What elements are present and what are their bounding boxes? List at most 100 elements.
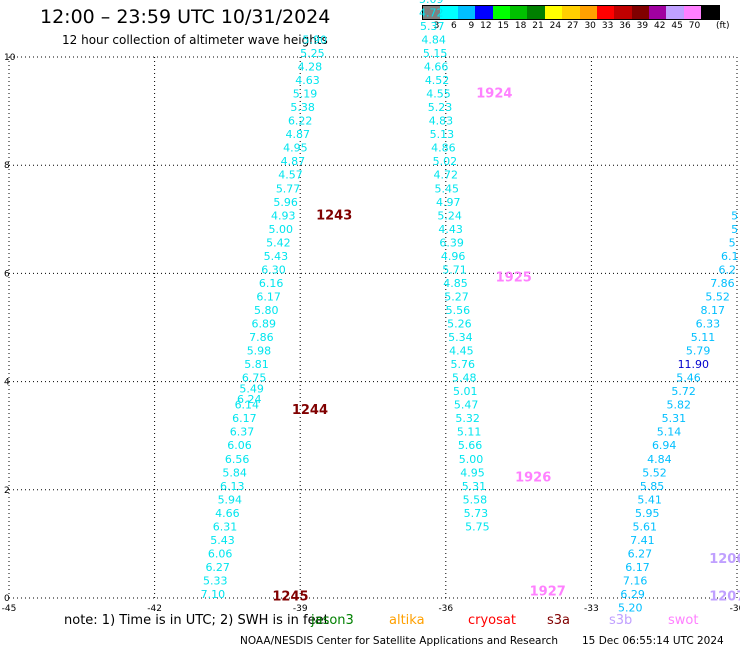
wave-height-value: 5.09 — [419, 0, 444, 6]
wave-height-value: 6.29 — [620, 588, 645, 601]
wave-height-value: 5.27 — [444, 290, 469, 303]
wave-height-value: 5.14 — [657, 426, 682, 439]
wave-height-value: 6.17 — [256, 290, 281, 303]
satellite-label-jason3: jason3 — [311, 613, 354, 628]
wave-height-value: 7.86 — [249, 331, 274, 344]
wave-height-value: 5.56 — [446, 304, 471, 317]
wave-height-value: 4.66 — [424, 61, 449, 74]
legend-swatch — [423, 6, 441, 19]
pass-time-label: 1926 — [515, 471, 551, 486]
legend-swatch — [596, 6, 615, 19]
wave-height-value: 5.75 — [465, 520, 490, 533]
wave-height-value: 5.45 — [435, 182, 460, 195]
wave-height-value: 5.38 — [290, 101, 315, 114]
legend-label: 27 — [567, 21, 579, 31]
wave-height-value: 4.28 — [298, 61, 323, 74]
satellite-label-swot: swot — [668, 613, 699, 628]
color-legend-bar — [422, 5, 720, 20]
pass-time-label: 1924 — [476, 87, 512, 102]
satellite-label-altika: altika — [389, 613, 425, 628]
wave-height-value: 5.43 — [264, 250, 289, 263]
timestamp: 15 Dec 06:55:14 UTC 2024 — [582, 635, 724, 647]
pass-time-label: 1245 — [272, 590, 308, 605]
wave-height-value: 5.52 — [705, 290, 730, 303]
pass-time-label: 1243 — [316, 208, 352, 223]
wave-height-value: 5.24 — [437, 209, 462, 222]
x-tick-label: -45 — [2, 604, 17, 614]
satellite-label-cryosat: cryosat — [468, 613, 516, 628]
wave-height-value: 4.93 — [271, 209, 296, 222]
wave-height-value: 6.1 — [721, 250, 739, 263]
wave-height-value: 5.46 — [676, 372, 701, 385]
wave-height-value: 7.16 — [623, 574, 648, 587]
wave-height-value: 5.34 — [448, 331, 473, 344]
footer-note: note: 1) Time is in UTC; 2) SWH is in fe… — [64, 613, 329, 628]
wave-height-value: 4.52 — [425, 74, 450, 87]
legend-label: 70 — [688, 21, 701, 31]
wave-height-value: 6.16 — [259, 277, 284, 290]
legend-label: 45 — [671, 21, 683, 31]
wave-height-value: 6.30 — [261, 263, 286, 276]
legend-swatch — [475, 6, 493, 19]
wave-height-value: 5.37 — [420, 20, 445, 33]
legend-label: 33 — [601, 21, 614, 31]
wave-height-value: 6.33 — [696, 318, 721, 331]
wave-height-value: 5.20 — [618, 602, 643, 615]
wave-height-value: 5.11 — [691, 331, 716, 344]
wave-height-value: 6.75 — [242, 372, 267, 385]
wave-height-value: 6.56 — [225, 453, 250, 466]
legend-swatch — [562, 6, 580, 19]
wave-height-value: 6.27 — [205, 561, 230, 574]
wave-height-value: 5.61 — [633, 520, 658, 533]
wave-height-value: 7.86 — [710, 277, 735, 290]
x-tick-label: -33 — [584, 604, 599, 614]
pass-time-label: 1244 — [292, 403, 328, 418]
wave-height-value: 5.94 — [218, 493, 243, 506]
wave-height-value: 5.58 — [463, 493, 488, 506]
wave-height-value: 4.55 — [426, 88, 451, 101]
legend-label: 12 — [480, 21, 492, 31]
wave-height-value: 5.23 — [428, 101, 453, 114]
wave-height-value: 5.32 — [455, 412, 480, 425]
wave-height-value: 4.96 — [441, 250, 466, 263]
wave-height-value: 4.95 — [460, 466, 485, 479]
wave-height-value: 5.15 — [423, 47, 448, 60]
wave-height-value: 5.85 — [640, 480, 665, 493]
legend-swatch — [544, 6, 563, 19]
wave-height-value: 5.49 — [239, 382, 264, 395]
x-tick-label: -36 — [438, 604, 453, 614]
legend-label: 18 — [514, 21, 527, 31]
legend-swatch — [666, 6, 684, 19]
chart-title: 12:00 – 23:59 UTC 10/31/2024 — [40, 6, 331, 28]
wave-height-value: 5.13 — [430, 128, 455, 141]
wave-height-value: 5 — [731, 223, 738, 236]
wave-height-value: 5.90 — [303, 33, 328, 46]
y-tick-label: 10 — [4, 53, 16, 63]
wave-height-value: 5.52 — [642, 466, 667, 479]
wave-height-value: 5.00 — [459, 453, 484, 466]
wave-height-value: 5.26 — [447, 318, 472, 331]
wave-height-value: 6.06 — [208, 547, 233, 560]
wave-height-value: 6.22 — [288, 115, 313, 128]
wave-height-value: 5.98 — [247, 345, 272, 358]
wave-height-value: 4.72 — [434, 169, 459, 182]
wave-height-value: 8.17 — [700, 304, 725, 317]
wave-height-value: 5.48 — [452, 372, 477, 385]
wave-height-value: 6.94 — [652, 439, 677, 452]
legend-swatch — [579, 6, 597, 19]
wave-height-value: 5.31 — [462, 480, 487, 493]
wave-height-value: 5.81 — [244, 358, 269, 371]
wave-height-value: 5.73 — [464, 507, 489, 520]
wave-height-value: 6.17 — [232, 412, 257, 425]
wave-height-value: 4.86 — [431, 142, 456, 155]
wave-height-value: 5.42 — [266, 236, 291, 249]
wave-height-value: 6.89 — [252, 318, 277, 331]
wave-height-value: 5.84 — [222, 466, 247, 479]
wave-height-value: 5.72 — [671, 385, 696, 398]
y-tick-label: 8 — [4, 161, 10, 171]
wave-height-value: 7.41 — [630, 534, 655, 547]
wave-height-value: 6.17 — [625, 561, 650, 574]
wave-height-value: 6.27 — [628, 547, 653, 560]
legend-label: 36 — [619, 21, 631, 31]
